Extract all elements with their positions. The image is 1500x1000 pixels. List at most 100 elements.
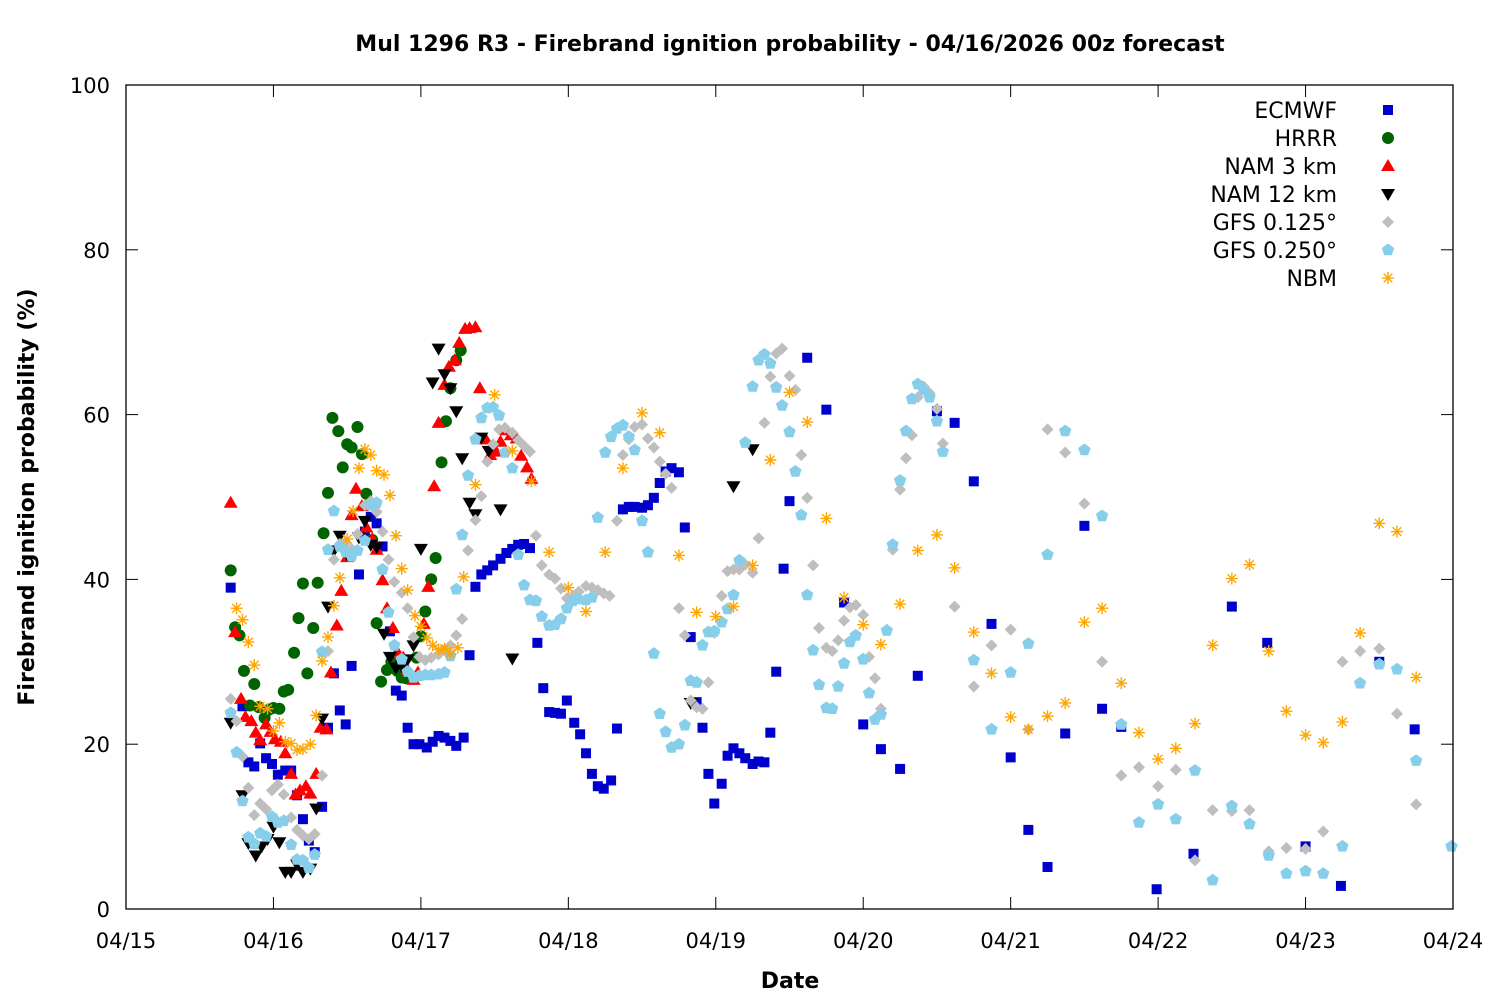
data-point — [452, 335, 467, 348]
data-point — [303, 786, 318, 799]
data-point — [1299, 842, 1312, 855]
legend-marker — [1383, 105, 1393, 115]
x-axis-label: Date — [761, 969, 820, 994]
data-point — [1041, 423, 1054, 436]
data-point — [427, 736, 438, 747]
data-point — [334, 705, 345, 716]
data-point — [647, 647, 660, 659]
data-point — [759, 757, 770, 768]
legend: ECMWF HRRR NAM 3 km NAM 12 km GFS 0.125° GFS … — [1210, 99, 1395, 292]
legend-marker — [1381, 159, 1395, 171]
data-point — [849, 598, 862, 611]
data-point — [532, 637, 543, 648]
data-point — [549, 572, 562, 585]
data-point — [599, 446, 612, 458]
data-point — [789, 465, 802, 477]
legend-item: NBM — [1286, 267, 1394, 292]
data-point — [481, 455, 494, 468]
data-point — [598, 783, 609, 794]
data-point — [586, 768, 597, 779]
data-point — [414, 739, 425, 750]
data-point — [622, 430, 635, 443]
x-tick-label: 04/16 — [243, 929, 304, 953]
data-point — [323, 665, 338, 678]
data-point — [802, 352, 813, 363]
data-point — [487, 438, 500, 451]
data-point — [535, 559, 548, 572]
x-tick-label: 04/18 — [538, 929, 599, 953]
data-point — [277, 788, 290, 801]
data-point — [402, 722, 413, 733]
data-point — [535, 610, 548, 622]
data-point — [764, 453, 777, 466]
data-point — [1169, 763, 1182, 776]
data-point — [1022, 723, 1035, 736]
data-point — [1022, 637, 1035, 649]
y-axis-label: Firebrand ignition probability (%) — [15, 288, 40, 705]
series-nbm — [230, 386, 1423, 766]
data-point — [506, 461, 519, 474]
data-point — [1335, 880, 1346, 891]
data-point — [307, 622, 320, 635]
data-point — [248, 678, 261, 691]
data-point — [462, 497, 477, 510]
data-point — [783, 386, 796, 399]
data-point — [623, 501, 634, 512]
data-point — [1059, 446, 1072, 459]
data-point — [1004, 666, 1017, 678]
data-point — [296, 743, 309, 756]
data-point — [407, 631, 420, 644]
data-point — [771, 666, 782, 677]
data-point — [429, 551, 442, 564]
data-point — [1373, 642, 1386, 655]
data-point — [441, 359, 456, 372]
data-point — [280, 765, 291, 776]
data-point — [1115, 717, 1128, 730]
data-point — [296, 577, 309, 590]
data-point — [242, 781, 255, 794]
data-point — [923, 390, 936, 403]
data-point — [1004, 711, 1017, 724]
data-point — [273, 716, 286, 729]
data-point — [524, 543, 535, 554]
data-point — [832, 634, 845, 647]
data-point — [936, 437, 949, 450]
data-point — [1373, 517, 1386, 530]
data-point — [616, 448, 629, 461]
data-point — [550, 707, 561, 718]
data-point — [616, 418, 630, 431]
data-point — [752, 532, 765, 545]
data-point — [1078, 443, 1091, 456]
data-point — [332, 530, 347, 543]
data-point — [1243, 817, 1256, 830]
data-point — [911, 544, 924, 557]
data-point — [296, 853, 310, 866]
legend-marker — [1381, 243, 1395, 256]
data-point — [985, 639, 998, 652]
data-point — [284, 866, 299, 879]
data-point — [284, 766, 299, 779]
legend-item: NAM 12 km — [1210, 183, 1395, 208]
data-point — [408, 739, 419, 750]
data-point — [439, 732, 450, 743]
data-point — [1152, 780, 1165, 793]
data-point — [223, 495, 238, 508]
data-point — [377, 628, 392, 641]
data-point — [599, 546, 612, 559]
data-point — [224, 692, 237, 705]
data-point — [475, 490, 488, 503]
data-point — [641, 545, 655, 558]
data-point — [591, 511, 604, 523]
data-point — [340, 719, 351, 730]
data-point — [347, 505, 360, 518]
data-point — [1390, 707, 1403, 720]
data-point — [684, 694, 697, 707]
data-point — [734, 748, 745, 759]
data-point — [470, 581, 481, 592]
data-point — [351, 528, 364, 541]
data-point — [327, 553, 340, 566]
data-point — [456, 612, 469, 625]
legend-label: NAM 12 km — [1210, 183, 1337, 208]
data-point — [506, 444, 519, 457]
data-point — [450, 582, 463, 595]
